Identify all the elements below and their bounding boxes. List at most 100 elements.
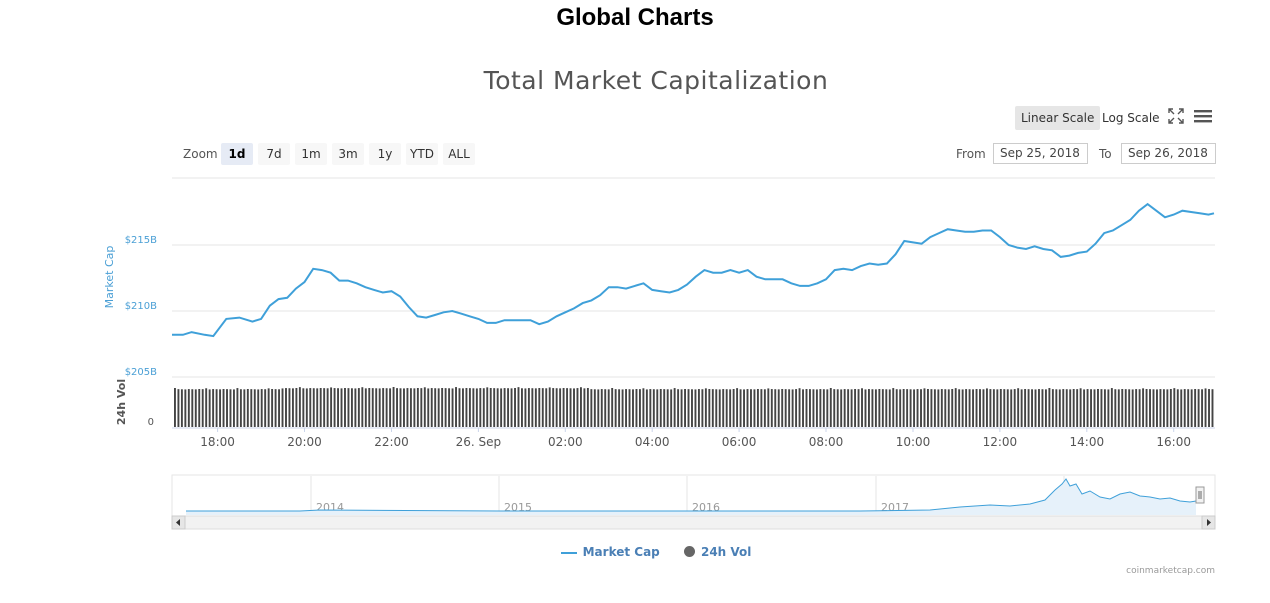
credits-link[interactable]: coinmarketcap.com — [1126, 566, 1215, 576]
volume-bar — [982, 389, 985, 427]
volume-bar — [302, 388, 305, 427]
volume-bar — [482, 388, 485, 427]
volume-bar — [198, 389, 201, 427]
volume-bar — [1006, 389, 1009, 427]
volume-bar — [187, 389, 190, 427]
fullscreen-icon[interactable] — [1165, 108, 1187, 128]
volume-bar — [441, 388, 444, 427]
volume-bar — [517, 387, 520, 427]
legend-market-cap[interactable]: Market Cap — [560, 545, 660, 559]
x-tick-label: 22:00 — [374, 435, 409, 449]
x-tick-label: 04:00 — [635, 435, 670, 449]
volume-bar — [729, 389, 732, 427]
navigator: 2014 2015 2016 2017 2018 — [171, 474, 1216, 517]
volume-bar — [489, 388, 492, 427]
volume-bar — [347, 388, 350, 427]
log-scale-button[interactable]: Log Scale — [1102, 111, 1160, 125]
volume-bar — [375, 388, 378, 427]
volume-bar — [1017, 388, 1020, 427]
volume-axis-label: 24h Vol — [115, 379, 128, 425]
volume-bar — [687, 389, 690, 427]
volume-bar — [649, 389, 652, 427]
market-cap-line — [172, 202, 1215, 338]
volume-bar — [992, 389, 995, 427]
scrollbar-track[interactable] — [171, 515, 1216, 530]
volume-bar — [999, 389, 1002, 427]
volume-bar — [750, 389, 752, 427]
navigator-scrollbar[interactable] — [171, 515, 1216, 530]
volume-bar — [208, 389, 211, 427]
volume-bar — [1162, 389, 1165, 427]
volume-bar — [1117, 389, 1120, 427]
volume-bar — [382, 388, 385, 427]
to-label: To — [1099, 147, 1112, 161]
volume-bar — [722, 389, 725, 427]
volume-bar — [354, 388, 357, 427]
fullscreen-icon-glyph — [1168, 108, 1184, 124]
volume-bar — [743, 389, 745, 427]
volume-bar — [930, 389, 933, 427]
navigator-year-label: 2017 — [881, 501, 909, 514]
volume-bar — [604, 389, 607, 427]
volume-bar — [784, 389, 787, 427]
volume-bar — [777, 389, 780, 427]
zoom-button-3m[interactable]: 3m — [332, 143, 364, 165]
volume-bar — [1159, 389, 1162, 427]
volume-bar — [333, 388, 336, 427]
volume-bar — [205, 388, 208, 427]
volume-bar — [809, 389, 811, 427]
volume-bar — [1058, 389, 1061, 427]
legend-dot-icon — [683, 546, 695, 557]
volume-bar — [940, 389, 943, 427]
volume-bar — [295, 388, 298, 427]
volume-bar — [1208, 389, 1210, 427]
volume-bar — [673, 388, 676, 427]
volume-bar — [656, 389, 659, 427]
scrollbar-left-button[interactable] — [171, 515, 186, 530]
volume-bar — [795, 389, 798, 427]
zoom-button-all[interactable]: ALL — [443, 143, 475, 165]
volume-bar — [368, 388, 371, 427]
zoom-button-7d[interactable]: 7d — [258, 143, 290, 165]
volume-bar — [444, 388, 447, 427]
volume-bar — [451, 388, 454, 427]
volume-bar — [1142, 388, 1145, 427]
volume-bar — [278, 389, 281, 427]
volume-bar — [281, 388, 284, 427]
volume-bar — [937, 389, 940, 427]
volume-bar — [260, 389, 263, 427]
volume-tick-zero: 0 — [148, 417, 154, 428]
volume-bar — [926, 389, 929, 427]
zoom-button-1m[interactable]: 1m — [295, 143, 327, 165]
volume-bar — [798, 388, 801, 427]
zoom-button-1y[interactable]: 1y — [369, 143, 401, 165]
navigator-handle[interactable] — [1195, 486, 1205, 504]
volume-bar — [854, 389, 857, 427]
volume-bar — [586, 388, 589, 427]
volume-bar — [1024, 389, 1027, 427]
volume-bar — [413, 388, 416, 427]
volume-bar — [527, 388, 530, 427]
volume-bar — [305, 388, 308, 427]
volume-bar — [548, 387, 551, 427]
scrollbar-right-button[interactable] — [1201, 515, 1216, 530]
volume-bar — [736, 388, 739, 427]
volume-bar — [385, 388, 388, 427]
from-date-input[interactable] — [993, 143, 1088, 164]
to-date-input[interactable] — [1121, 143, 1216, 164]
legend-volume[interactable]: 24h Vol — [683, 545, 751, 559]
volume-bar — [885, 389, 888, 427]
scroll-right-arrow-icon — [1207, 519, 1211, 526]
volume-bar — [180, 389, 183, 427]
volume-bar — [739, 389, 742, 427]
volume-bar — [1103, 389, 1106, 427]
volume-bar — [524, 388, 527, 427]
navigator-frame — [171, 474, 1216, 517]
volume-bar — [829, 388, 832, 427]
zoom-button-1d[interactable]: 1d — [221, 143, 253, 165]
menu-icon[interactable] — [1192, 108, 1214, 128]
linear-scale-button[interactable]: Linear Scale — [1015, 106, 1101, 130]
zoom-button-ytd[interactable]: YTD — [406, 143, 438, 165]
volume-bar — [968, 389, 971, 427]
volume-bar — [576, 388, 579, 427]
